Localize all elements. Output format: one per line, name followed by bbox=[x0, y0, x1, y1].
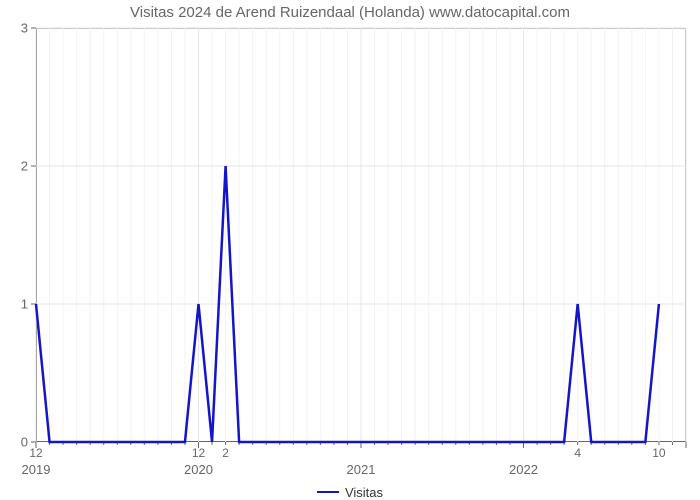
x-minor-label: 10 bbox=[652, 442, 665, 460]
legend: Visitas bbox=[0, 480, 700, 500]
chart-title: Visitas 2024 de Arend Ruizendaal (Holand… bbox=[0, 4, 700, 21]
x-major-label: 2021 bbox=[347, 442, 376, 477]
x-minor-label: 2 bbox=[222, 442, 229, 460]
x-minor-label: 12 bbox=[192, 442, 205, 460]
chart-container: Visitas 2024 de Arend Ruizendaal (Holand… bbox=[0, 0, 700, 500]
y-tick-label: 1 bbox=[21, 297, 36, 312]
x-minor-label: 12 bbox=[29, 442, 42, 460]
legend-item: Visitas bbox=[317, 485, 383, 500]
y-tick-label: 3 bbox=[21, 21, 36, 36]
chart-svg bbox=[36, 28, 686, 442]
legend-label: Visitas bbox=[345, 485, 383, 500]
legend-swatch bbox=[317, 491, 339, 493]
x-minor-label: 4 bbox=[574, 442, 581, 460]
plot-area: 0123201920202021202212122410 bbox=[36, 28, 686, 442]
x-major-label: 2022 bbox=[509, 442, 538, 477]
y-tick-label: 2 bbox=[21, 159, 36, 174]
